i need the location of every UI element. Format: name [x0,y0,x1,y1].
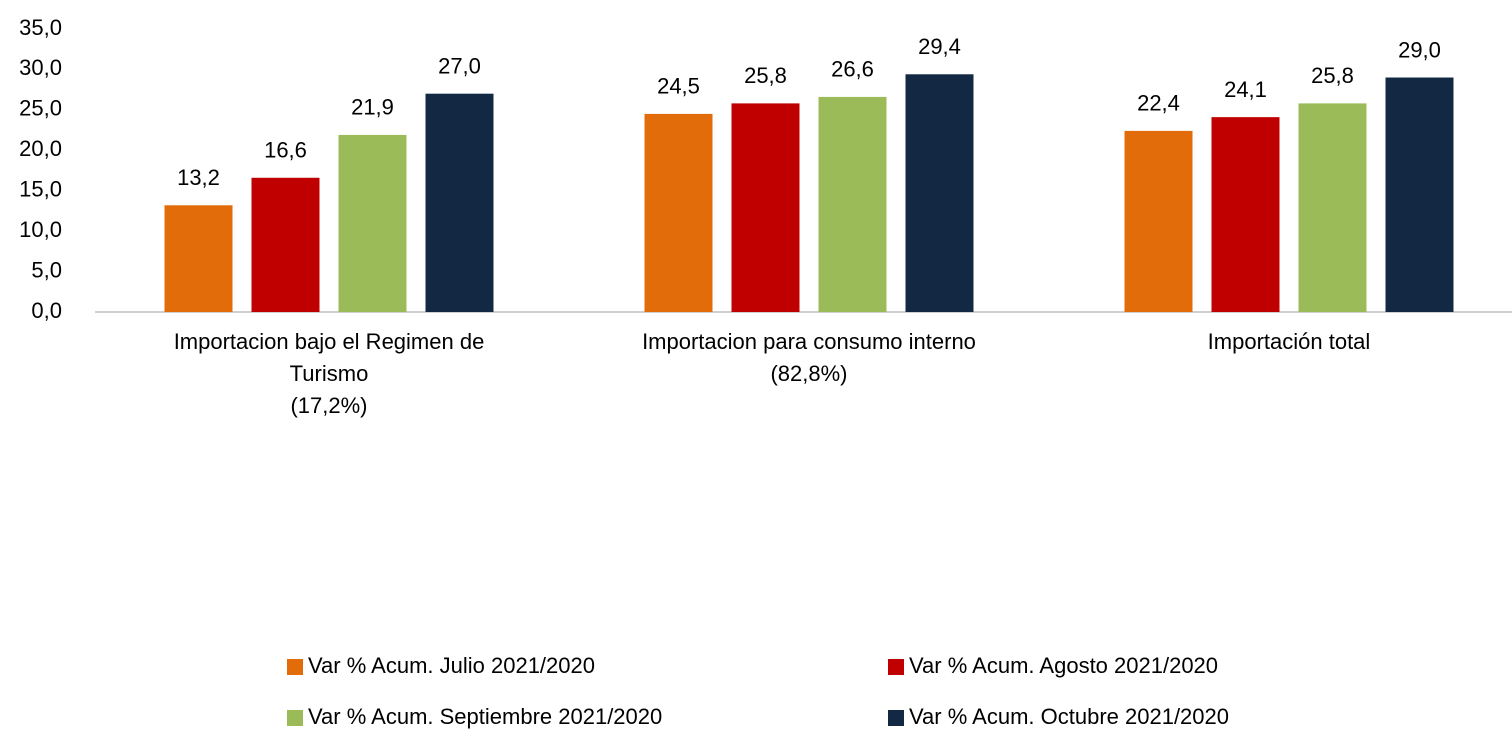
bar [905,74,974,312]
y-tick-label: 25,0 [19,96,62,121]
data-label: 21,9 [351,95,394,120]
legend-label: Var % Acum. Octubre 2021/2020 [909,704,1229,729]
bar [644,113,713,313]
data-label: 24,5 [657,74,700,99]
bar [1298,103,1367,312]
bar [731,103,800,312]
data-label: 13,2 [177,165,220,190]
data-label: 22,4 [1137,91,1180,116]
data-label: 29,0 [1398,37,1441,62]
bar [338,134,407,312]
data-label: 26,6 [831,57,874,82]
legend-swatch [888,659,904,675]
data-label: 25,8 [1311,63,1354,88]
y-tick-label: 15,0 [19,177,62,202]
bar [1385,77,1454,312]
data-label: 25,8 [744,63,787,88]
y-tick-label: 10,0 [19,217,62,242]
x-tick-label: Importacion para consumo interno (82,8%) [642,329,976,386]
legend-label: Var % Acum. Agosto 2021/2020 [909,653,1218,678]
x-tick-label: Importacion bajo el Regimen de Turismo (… [173,329,485,418]
data-label: 24,1 [1224,77,1267,102]
bar [1211,117,1280,313]
data-label: 27,0 [438,53,481,78]
x-tick-label: Importación total [1207,329,1371,354]
data-label: 16,6 [264,138,307,163]
y-tick-label: 5,0 [31,257,62,282]
legend-swatch [287,659,303,675]
y-tick-label: 0,0 [31,298,62,323]
bar [1124,130,1193,312]
bar [425,93,494,312]
y-tick-label: 20,0 [19,136,62,161]
bar [164,205,233,312]
legend-label: Var % Acum. Julio 2021/2020 [308,653,595,678]
bar [251,177,320,312]
legend-swatch [287,710,303,726]
legend-swatch [888,710,904,726]
legend-label: Var % Acum. Septiembre 2021/2020 [308,704,662,729]
y-tick-label: 30,0 [19,55,62,80]
data-label: 29,4 [918,34,961,59]
y-tick-label: 35,0 [19,15,62,40]
bar [818,96,887,312]
